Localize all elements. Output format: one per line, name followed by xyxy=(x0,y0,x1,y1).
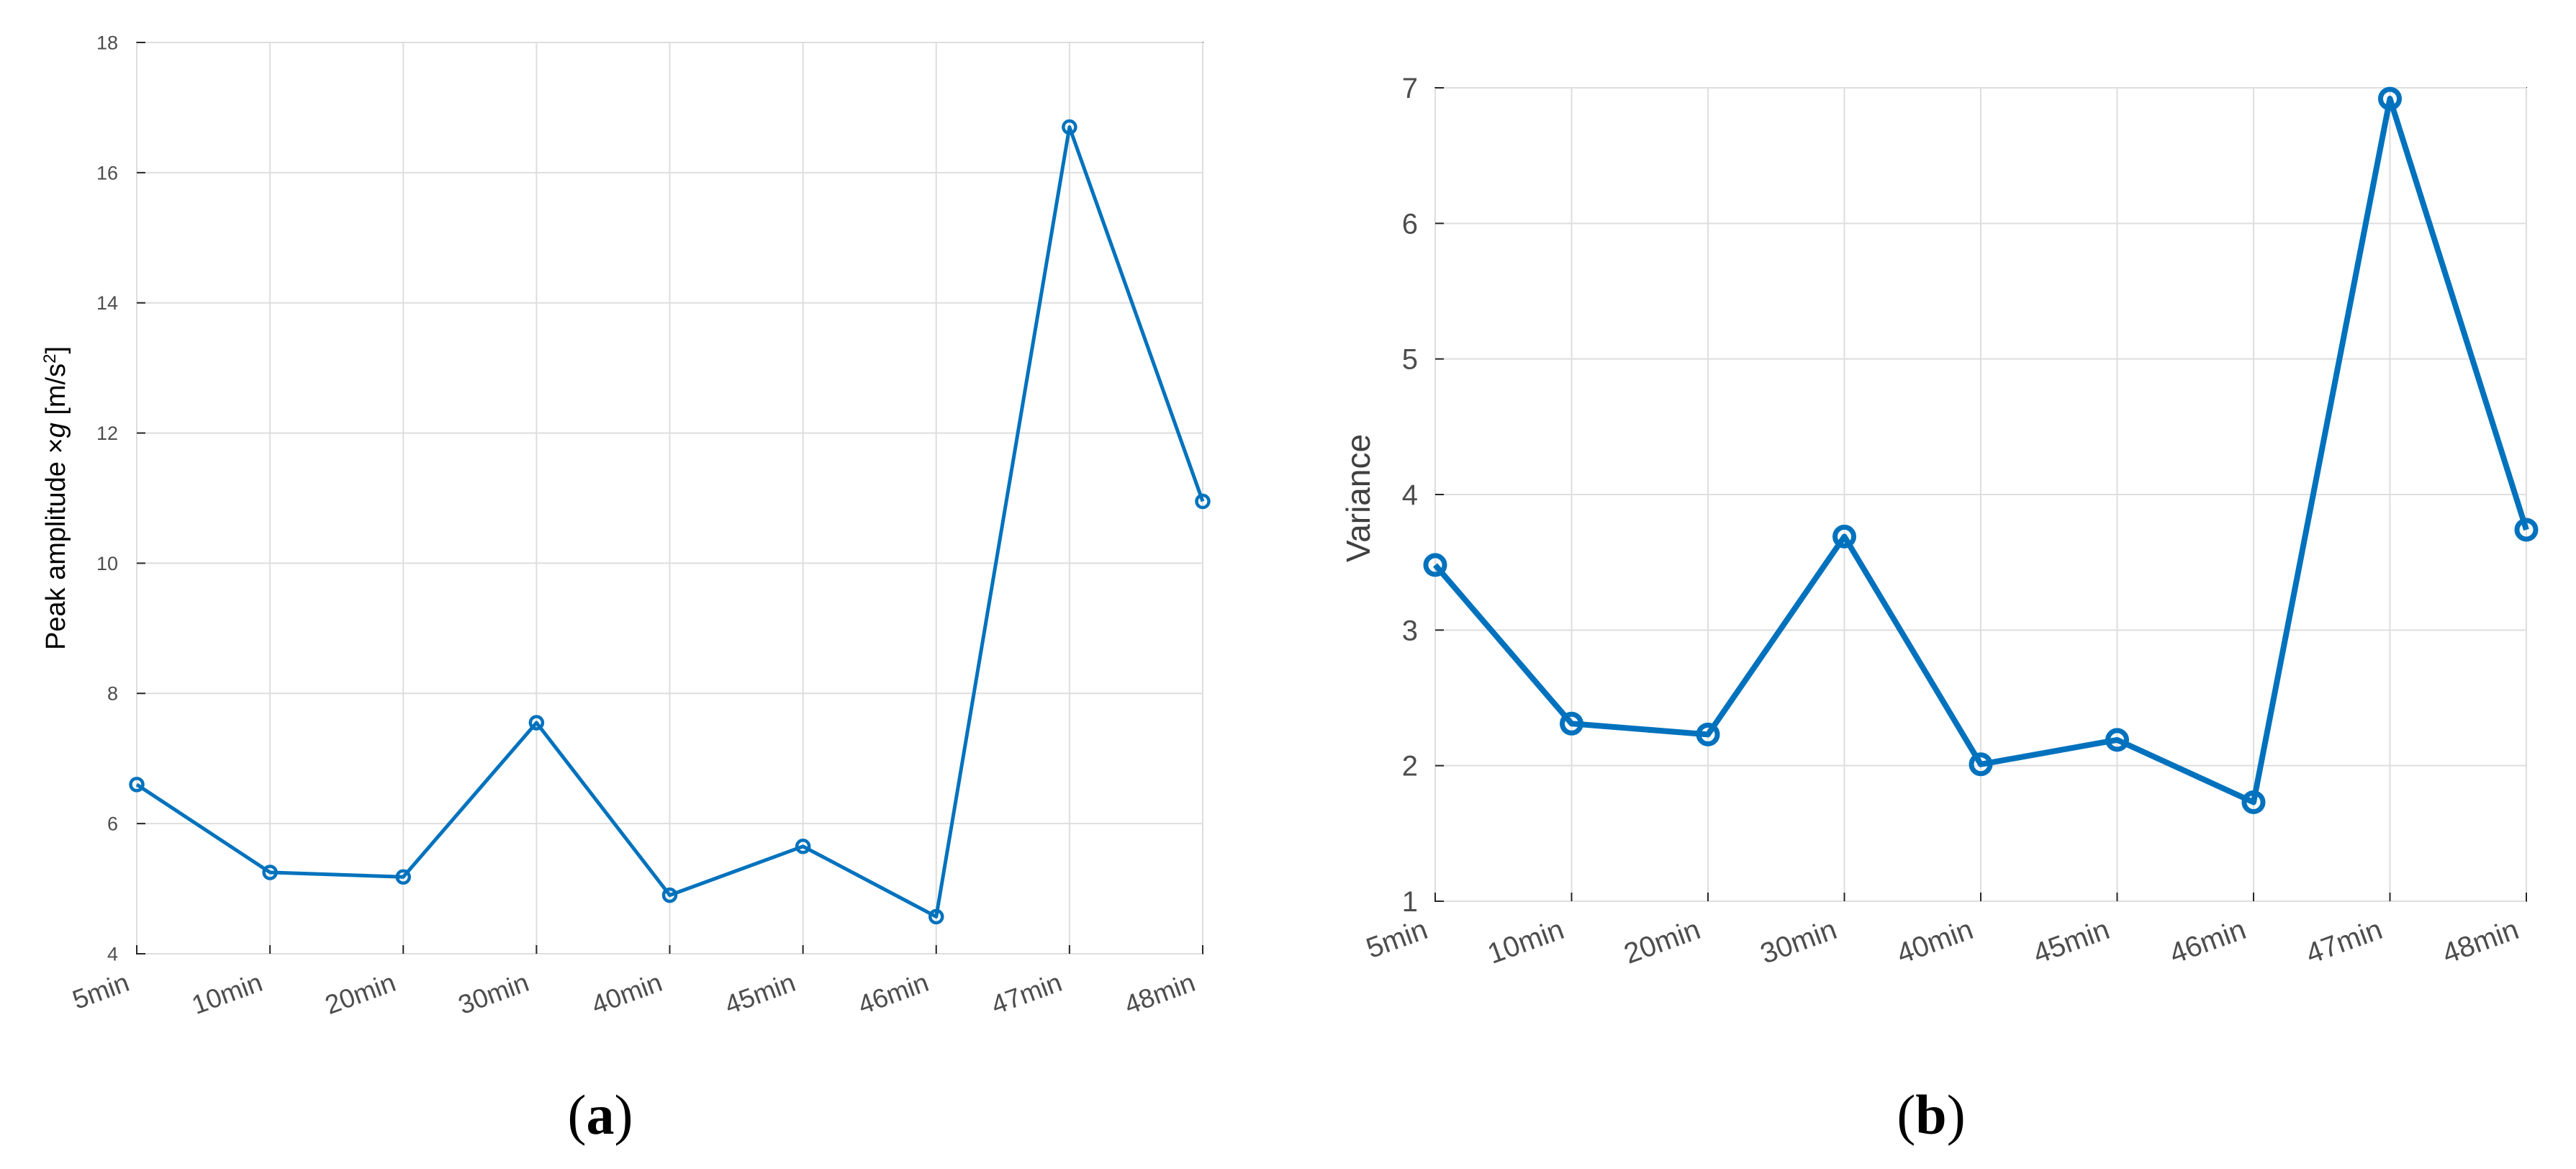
chart-b-y-tick-label: 4 xyxy=(1402,479,1418,511)
chart-b-data-point xyxy=(1560,711,1583,736)
chart-b-y-tick-label: 7 xyxy=(1402,73,1418,104)
chart-a-y-axis-label-part: Peak amplitude × xyxy=(41,438,71,650)
chart-a-x-tick-label: 20min xyxy=(321,967,399,1020)
chart-a-y-axis-label: Peak amplitude ×g [m/s2] xyxy=(40,346,72,650)
chart-b-x-tick-label: 30min xyxy=(1756,913,1840,970)
chart-b-y-tick-label: 5 xyxy=(1402,344,1418,376)
chart-a-x-tick-label: 45min xyxy=(721,967,800,1020)
panel-label-b-open: ( xyxy=(1897,1083,1915,1146)
chart-a-data-point xyxy=(1195,493,1211,510)
chart-a-y-tick-label: 4 xyxy=(107,943,118,965)
chart-b-marks xyxy=(1423,86,2539,815)
chart-b: 5min 10min 20min 30min 40min 45min 46min 47min 4… xyxy=(1339,73,2539,1146)
chart-a-x-tick-label: 30min xyxy=(454,967,533,1020)
chart-b-data-point xyxy=(1969,752,1993,777)
chart-b-data-point xyxy=(2514,518,2539,542)
chart-b-ticks: 5min 10min 20min 30min 40min 45min 46min 47min 4… xyxy=(1362,73,2527,970)
chart-a-series-line xyxy=(135,125,1205,918)
chart-a-y-tick-label: 14 xyxy=(96,292,118,314)
chart-a-ticks: 5min 10min 20min 30min 40min 45min 46min 47min 4… xyxy=(68,32,1203,1020)
chart-b-x-tick-label: 46min xyxy=(2166,913,2250,970)
chart-a-y-tick-label: 12 xyxy=(96,423,118,444)
chart-b-y-tick-label: 6 xyxy=(1402,208,1418,240)
panel-label-a: (a) xyxy=(568,1083,633,1146)
chart-a-data-point xyxy=(661,887,678,903)
chart-b-data-point xyxy=(2241,790,2266,815)
chart-b-y-tick-label: 2 xyxy=(1402,751,1418,782)
chart-a-y-tick-label: 18 xyxy=(96,32,118,53)
panel-label-b-letter: b xyxy=(1915,1083,1946,1146)
chart-a-data-point xyxy=(795,839,811,854)
chart-b-data-point xyxy=(1696,722,1720,746)
panel-label-b: (b) xyxy=(1897,1083,1965,1146)
panel-label-a-close: ) xyxy=(615,1083,633,1146)
chart-a-y-axis-label-part: [m/s xyxy=(41,364,71,423)
chart-a-data-point xyxy=(1062,119,1077,135)
chart-a-y-tick-label: 8 xyxy=(107,683,118,705)
chart-b-x-tick-label: 48min xyxy=(2439,913,2523,970)
chart-a-y-tick-label: 6 xyxy=(107,813,118,835)
chart-a-y-axis-label-italic: g xyxy=(41,423,71,438)
chart-b-x-tick-label: 10min xyxy=(1483,913,1568,970)
panel-label-a-letter: a xyxy=(587,1083,615,1146)
chart-a-x-tick-label: 40min xyxy=(588,967,666,1020)
chart-a-x-tick-label: 47min xyxy=(988,967,1066,1020)
panel-label-b-close: ) xyxy=(1947,1083,1966,1146)
chart-a-x-tick-label: 5min xyxy=(68,967,132,1015)
chart-b-y-tick-label: 3 xyxy=(1402,615,1418,646)
chart-a-x-tick-label: 10min xyxy=(188,967,266,1020)
chart-b-x-tick-label: 40min xyxy=(1893,913,1977,970)
chart-a-data-point xyxy=(129,777,145,793)
chart-a-grid xyxy=(136,42,1203,954)
chart-b-x-tick-label: 45min xyxy=(2029,913,2113,970)
chart-a-marks xyxy=(129,119,1211,925)
chart-a-y-tick-label: 16 xyxy=(96,162,118,184)
chart-b-series-line xyxy=(1432,96,2529,805)
chart-b-x-tick-label: 20min xyxy=(1620,913,1704,970)
chart-a: 5min 10min 20min 30min 40min 45min 46min 47min 4… xyxy=(40,32,1211,1146)
chart-b-y-tick-label: 1 xyxy=(1402,886,1418,918)
chart-a-y-axis-label-part: ] xyxy=(41,346,71,354)
chart-b-y-axis-label: Variance xyxy=(1339,434,1377,562)
chart-a-data-point xyxy=(928,908,944,925)
chart-b-x-tick-label: 47min xyxy=(2302,913,2386,970)
chart-a-x-tick-label: 48min xyxy=(1121,967,1199,1020)
chart-a-y-axis-label-superscript: 2 xyxy=(40,354,60,364)
chart-b-x-tick-label: 5min xyxy=(1362,913,1432,965)
chart-a-data-point xyxy=(262,865,278,880)
chart-a-x-tick-label: 46min xyxy=(854,967,933,1020)
chart-b-data-point xyxy=(2105,728,2129,752)
chart-a-y-tick-label: 10 xyxy=(96,553,118,574)
chart-a-data-point xyxy=(528,715,545,731)
chart-b-data-point xyxy=(2378,86,2402,111)
chart-a-data-point xyxy=(395,869,411,885)
panel-label-a-open: ( xyxy=(568,1083,587,1146)
chart-b-data-point xyxy=(1423,553,1447,577)
chart-b-data-point xyxy=(1832,524,1856,549)
chart-b-grid xyxy=(1434,87,2527,902)
